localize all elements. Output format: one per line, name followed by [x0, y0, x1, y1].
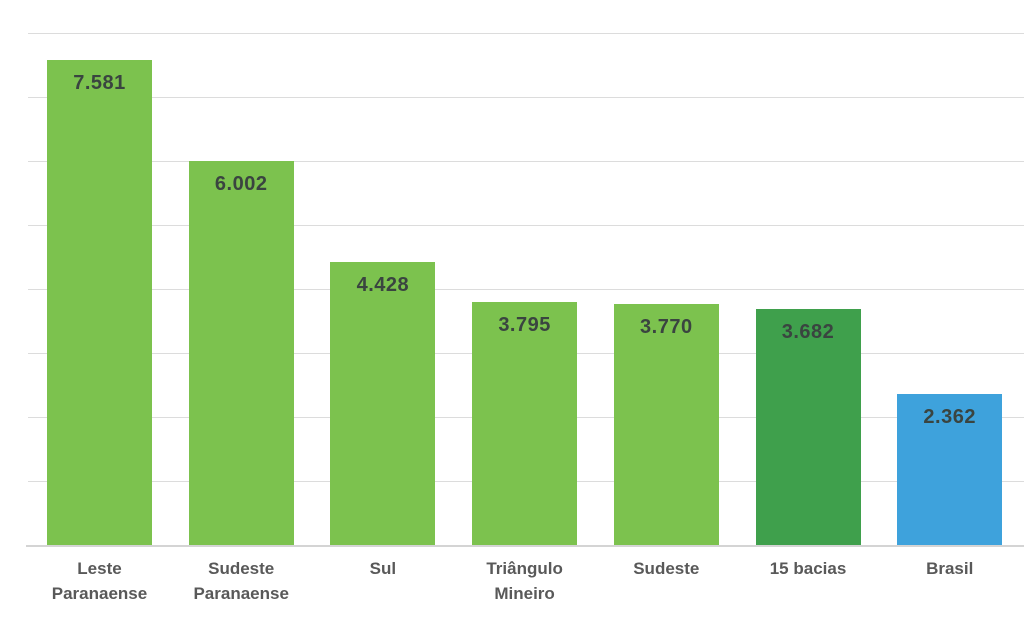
gridline-4000	[28, 289, 1024, 290]
category-label: Sudeste Paranaense	[193, 559, 289, 603]
x-axis-line	[26, 545, 1024, 547]
value-label: 6.002	[214, 172, 268, 195]
bar-sul: 4.428	[330, 261, 436, 545]
value-label: 3.682	[781, 321, 835, 344]
value-label: 3.770	[640, 315, 693, 338]
bar-tri-ngulo-mineiro: 3.795	[472, 302, 578, 545]
bar-leste-paranaense: 7.581	[47, 59, 152, 545]
category-label: Brasil	[926, 559, 974, 578]
category-label: Sul	[369, 559, 397, 578]
bar-15-bacias: 3.682	[755, 309, 861, 545]
category-label: Leste Paranaense	[51, 559, 148, 603]
gridline-7000	[28, 97, 1024, 98]
value-label: 7.581	[73, 71, 126, 94]
bar-sudeste-paranaense: 6.002	[188, 160, 294, 545]
category-label: Sudeste	[633, 559, 700, 578]
category-label: 15 bacias	[769, 559, 847, 578]
value-label: 2.362	[923, 405, 976, 428]
bar-brasil: 2.362	[897, 393, 1003, 545]
gridline-5000	[28, 225, 1024, 226]
value-label: 3.795	[498, 314, 551, 337]
category-label: Triângulo Mineiro	[486, 559, 563, 603]
value-label: 4.428	[356, 273, 410, 296]
bar-sudeste: 3.770	[613, 303, 719, 545]
gridline-8000	[28, 33, 1024, 34]
gridline-6000	[28, 161, 1024, 162]
